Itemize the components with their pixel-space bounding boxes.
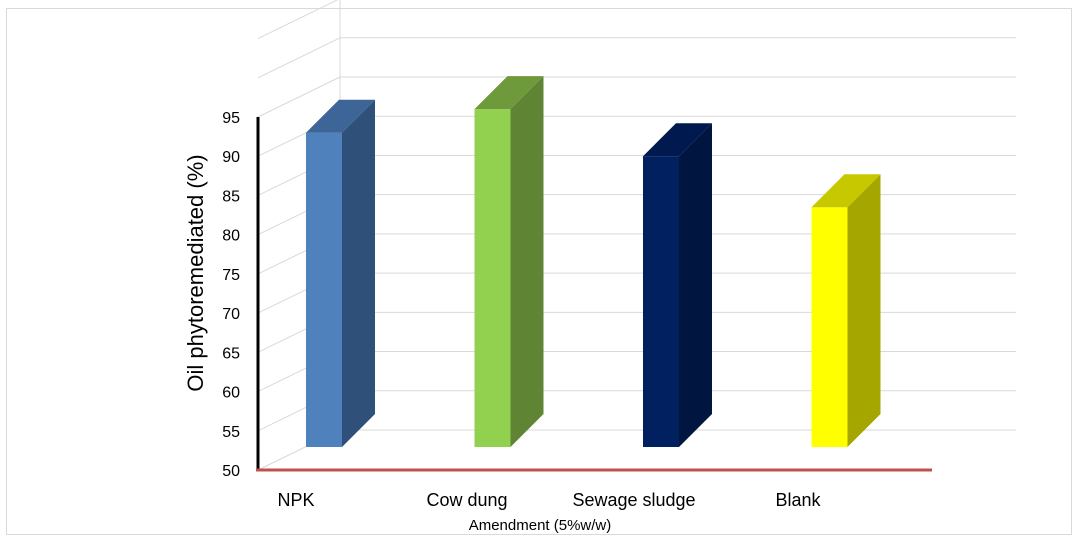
x-tick-label: NPK <box>277 490 314 510</box>
y-tick-label: 90 <box>222 149 240 166</box>
x-tick-labels: NPK Cow dung Sewage sludge Blank <box>277 490 821 510</box>
bar-top <box>811 174 881 208</box>
axes <box>256 117 932 472</box>
x-tick-label: Cow dung <box>426 490 507 510</box>
bar-front <box>306 132 342 447</box>
x-tick-label: Blank <box>775 490 821 510</box>
bar-front <box>811 207 848 447</box>
y-tick-label: 60 <box>222 385 240 402</box>
y-tick-label: 85 <box>222 188 240 205</box>
y-tick-label: 95 <box>222 110 240 127</box>
bar-top <box>306 99 375 133</box>
bar-side <box>847 174 881 447</box>
bar-top <box>474 76 544 110</box>
bar-npk <box>306 99 375 447</box>
x-tick-label: Sewage sludge <box>572 490 695 510</box>
bars <box>306 76 881 448</box>
bar-front <box>643 156 679 447</box>
bar-sewage-sludge <box>643 123 712 447</box>
bar-side <box>342 99 375 447</box>
gridline-side <box>257 76 341 118</box>
y-tick-label: 50 <box>222 463 240 480</box>
y-axis-label: Oil phytoremediated (%) <box>183 154 208 391</box>
y-tick-label: 55 <box>222 424 240 441</box>
bar-cow-dung <box>474 76 544 448</box>
bar-side <box>510 76 544 448</box>
gridline-side <box>257 0 339 40</box>
y-tick-label: 65 <box>222 345 240 362</box>
bar-side <box>679 123 712 447</box>
gridline-side <box>257 37 341 79</box>
bar-blank <box>811 174 881 447</box>
y-tick-label: 80 <box>222 228 240 245</box>
bar-top <box>643 123 712 157</box>
y-tick-labels: 50 55 60 65 70 75 80 85 90 95 <box>222 110 240 480</box>
bar-front <box>474 109 511 448</box>
y-tick-label: 70 <box>222 306 240 323</box>
y-tick-label: 75 <box>222 267 240 284</box>
x-axis-label: Amendment (5%w/w) <box>469 517 612 534</box>
